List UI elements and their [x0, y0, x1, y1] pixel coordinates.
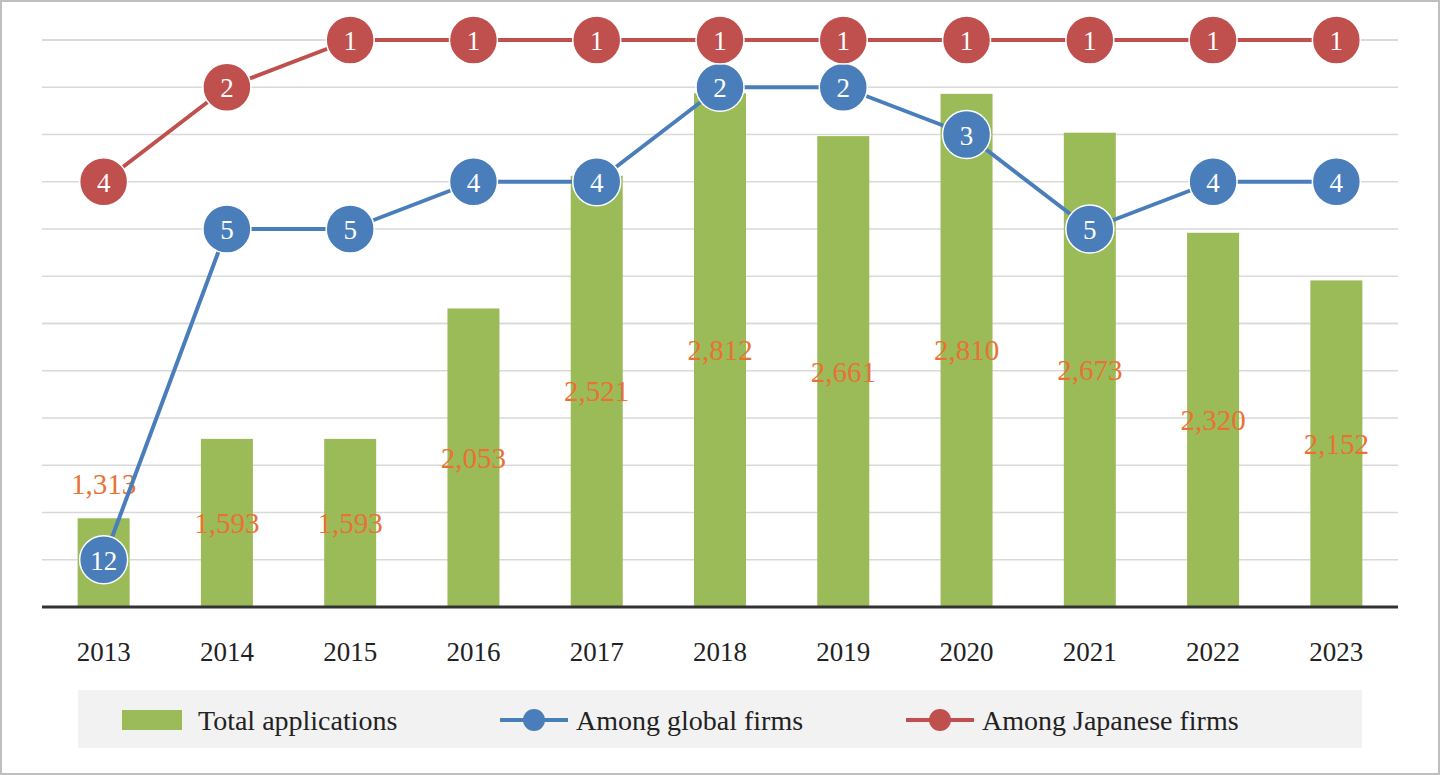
legend: Total applications Among global firms Amon… — [78, 690, 1362, 748]
frame — [1, 1, 1439, 774]
x-tick-label: 2018 — [693, 637, 747, 667]
x-tick-label: 2020 — [940, 637, 994, 667]
rank-label: 3 — [960, 121, 974, 151]
marker — [943, 16, 991, 64]
lines — [104, 40, 1337, 560]
marker — [573, 16, 621, 64]
data-label: 2,320 — [1180, 404, 1245, 436]
marker — [1189, 158, 1237, 206]
rank-label: 4 — [1206, 168, 1220, 198]
rank-label: 5 — [343, 215, 357, 245]
data-label: 2,053 — [441, 442, 506, 474]
x-tick-label: 2013 — [77, 637, 131, 667]
marker — [449, 16, 497, 64]
marker — [696, 63, 744, 111]
rank-label: 2 — [220, 73, 234, 103]
data-labels: 1,3131,5931,5932,0532,5212,8122,6612,810… — [71, 334, 1369, 539]
bar — [78, 518, 130, 607]
rank-label: 1 — [1206, 26, 1220, 56]
x-tick-label: 2017 — [570, 637, 624, 667]
grid-line — [42, 606, 1398, 608]
marker — [326, 205, 374, 253]
rank-label: 1 — [960, 26, 974, 56]
line — [104, 87, 1337, 560]
data-label: 1,593 — [194, 507, 259, 539]
legend-label: Total applications — [198, 705, 397, 736]
marker — [819, 63, 867, 111]
x-tick-label: 2021 — [1063, 637, 1117, 667]
marker — [1312, 16, 1360, 64]
marker — [573, 158, 621, 206]
chart: 1,3131,5931,5932,0532,5212,8122,6612,810… — [0, 0, 1440, 775]
x-tick-label: 2023 — [1309, 637, 1363, 667]
data-label: 2,810 — [934, 334, 999, 366]
legend-label: Among global firms — [576, 705, 803, 736]
rank-label: 4 — [97, 168, 111, 198]
marker — [1312, 158, 1360, 206]
marker — [819, 16, 867, 64]
x-tick-label: 2014 — [200, 637, 255, 667]
marker — [203, 63, 251, 111]
rank-label: 1 — [837, 26, 851, 56]
markers: 12 5 5 4 4 2 2 3 5 4 4 4 2 1 1 1 1 1 1 1 1 1 — [80, 16, 1361, 584]
rank-label: 5 — [1083, 215, 1097, 245]
x-tick-label: 2015 — [323, 637, 377, 667]
legend-symbol — [122, 710, 182, 730]
rank-label: 5 — [220, 215, 234, 245]
legend-symbol — [929, 709, 951, 731]
x-tick-label: 2019 — [816, 637, 870, 667]
data-label: 1,593 — [318, 507, 383, 539]
grid-line — [42, 606, 1398, 608]
bars — [78, 93, 1363, 607]
rank-label: 1 — [1330, 26, 1344, 56]
rank-label: 1 — [713, 26, 727, 56]
rank-label: 1 — [1083, 26, 1097, 56]
data-label: 2,521 — [564, 375, 629, 407]
marker — [80, 158, 128, 206]
rank-label: 2 — [713, 73, 727, 103]
marker — [1189, 16, 1237, 64]
marker — [943, 111, 991, 159]
data-label: 2,673 — [1057, 354, 1122, 386]
data-label: 2,152 — [1304, 428, 1369, 460]
marker — [449, 158, 497, 206]
rank-label: 1 — [590, 26, 604, 56]
marker — [80, 536, 128, 584]
legend-box — [78, 690, 1362, 748]
marker — [203, 205, 251, 253]
x-tick-label: 2016 — [446, 637, 500, 667]
legend-label: Among Japanese firms — [982, 705, 1239, 736]
x-tick-label: 2022 — [1186, 637, 1240, 667]
rank-label: 1 — [343, 26, 357, 56]
marker — [326, 16, 374, 64]
legend-symbol — [523, 709, 545, 731]
x-axis — [42, 606, 1398, 609]
rank-label: 12 — [90, 546, 117, 576]
x-tick-labels: 2013 2014 2015 2016 2017 2018 2019 2020 2021 2022… — [77, 637, 1364, 667]
rank-label: 2 — [837, 73, 851, 103]
data-label: 2,661 — [811, 356, 876, 388]
marker — [696, 16, 744, 64]
rank-label: 4 — [590, 168, 604, 198]
rank-label: 4 — [467, 168, 481, 198]
rank-label: 4 — [1330, 168, 1344, 198]
grid — [42, 40, 1398, 607]
data-label: 2,812 — [687, 334, 752, 366]
marker — [1066, 205, 1114, 253]
marker — [1066, 16, 1114, 64]
rank-label: 1 — [467, 26, 481, 56]
